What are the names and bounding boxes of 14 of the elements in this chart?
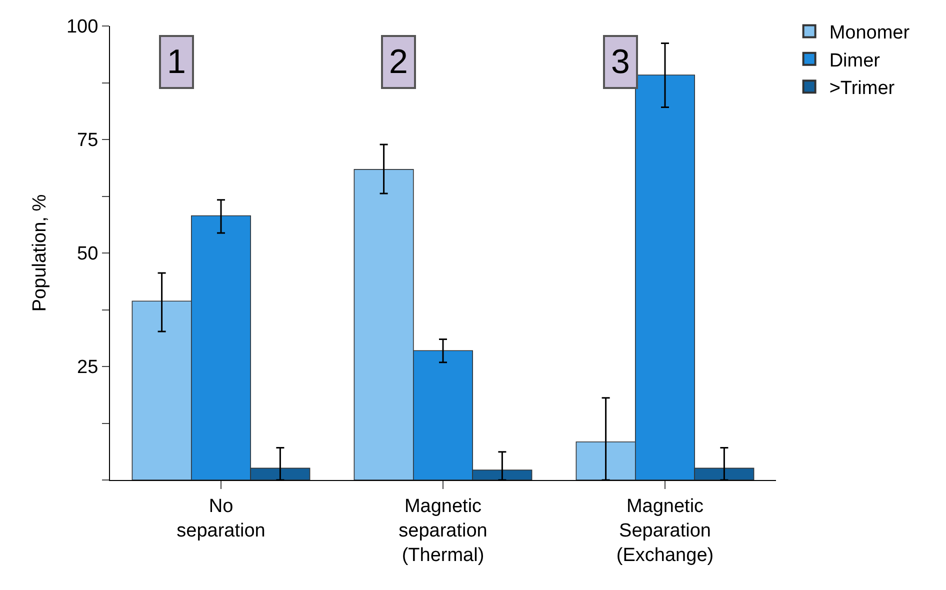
x-tick-label: No separation	[176, 496, 266, 542]
y-tick-label: 25	[77, 357, 98, 378]
y-tick-label: 75	[77, 130, 98, 152]
legend-label: Monomer	[829, 22, 910, 44]
x-tick-label: Magnetic separation (Thermal)	[398, 496, 488, 566]
legend-label: >Trimer	[829, 78, 896, 100]
y-tick-label: 100	[66, 16, 98, 38]
annotation: 1	[167, 43, 186, 81]
annotation: 3	[611, 43, 630, 81]
y-tick-label: 50	[77, 244, 98, 265]
legend-label: Dimer	[829, 50, 881, 72]
annotation: 2	[389, 43, 408, 81]
x-tick-label: Magnetic Separation (Exchange)	[616, 496, 714, 566]
y-axis-title: Population, %	[29, 194, 50, 312]
